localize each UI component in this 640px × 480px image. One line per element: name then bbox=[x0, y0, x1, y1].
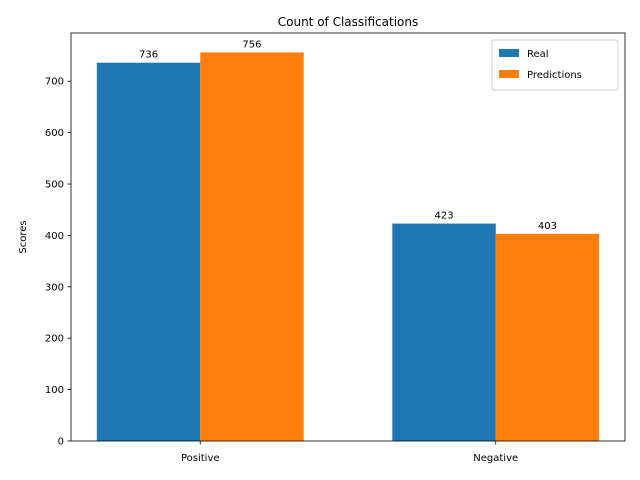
bar-value-label: 736 bbox=[139, 50, 158, 61]
bar-real-positive bbox=[96, 62, 201, 441]
legend-label-predictions: Predictions bbox=[527, 70, 582, 81]
bar-value-label: 756 bbox=[242, 39, 261, 50]
x-tick-label: Negative bbox=[473, 453, 518, 464]
y-axis-label: Scores bbox=[18, 220, 29, 253]
legend-label-real: Real bbox=[527, 49, 549, 60]
bar-labels-group: 736 423 756 403 bbox=[139, 39, 557, 231]
bar-value-label: 403 bbox=[538, 221, 557, 232]
x-tick-label: Positive bbox=[181, 453, 220, 464]
bar-real-negative bbox=[392, 223, 496, 441]
bar-predictions-positive bbox=[200, 52, 304, 442]
x-axis-ticks: Positive Negative bbox=[181, 441, 518, 464]
legend-swatch-predictions bbox=[499, 70, 519, 78]
chart-title: Count of Classifications bbox=[278, 15, 418, 29]
plot-area: 736 423 756 403 0 100 200 300 400 500 600 700 Posi… bbox=[45, 32, 626, 464]
legend: Real Predictions bbox=[491, 39, 619, 91]
y-tick-label: 200 bbox=[45, 334, 64, 345]
y-tick-label: 700 bbox=[45, 77, 64, 88]
y-tick-label: 400 bbox=[45, 231, 64, 242]
y-tick-label: 100 bbox=[45, 385, 64, 396]
y-axis-ticks: 0 100 200 300 400 500 600 700 bbox=[45, 77, 71, 448]
plot-frame bbox=[70, 32, 626, 442]
bar-predictions-negative bbox=[495, 233, 600, 441]
y-tick-label: 0 bbox=[58, 437, 64, 448]
legend-swatch-real bbox=[499, 49, 519, 57]
bars-group bbox=[96, 52, 600, 442]
y-tick-label: 500 bbox=[45, 180, 64, 191]
bar-value-label: 423 bbox=[434, 211, 453, 222]
legend-box bbox=[491, 39, 619, 91]
y-tick-label: 300 bbox=[45, 282, 64, 293]
y-tick-label: 600 bbox=[45, 128, 64, 139]
